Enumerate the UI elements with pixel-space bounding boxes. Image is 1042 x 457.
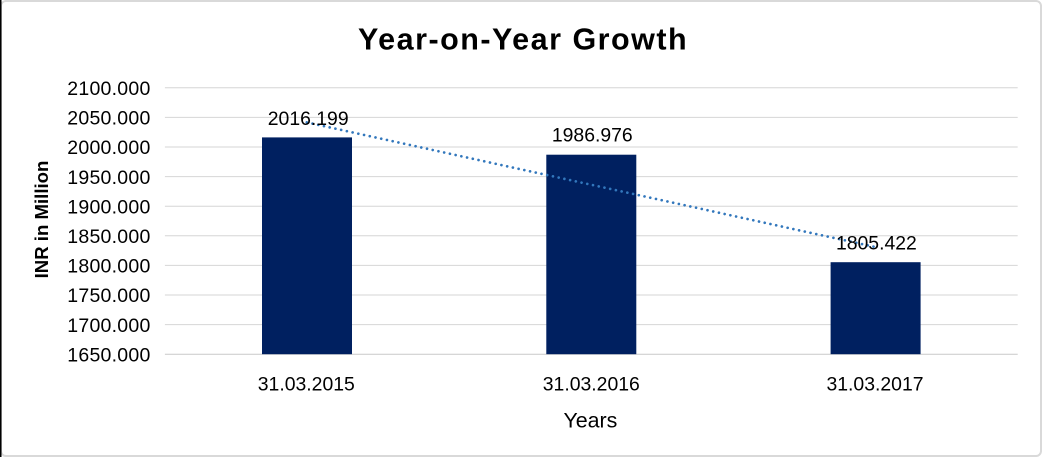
svg-text:1805.422: 1805.422 [836,232,917,254]
svg-text:INR in Million: INR in Million [31,161,52,279]
svg-text:31.03.2017: 31.03.2017 [826,374,923,396]
svg-text:2050.000: 2050.000 [67,108,150,130]
svg-text:1700.000: 1700.000 [67,315,150,337]
svg-text:1650.000: 1650.000 [67,344,150,366]
svg-text:2000.000: 2000.000 [67,137,150,159]
svg-text:Year-on-Year Growth: Year-on-Year Growth [358,23,688,57]
svg-text:1986.976: 1986.976 [552,124,633,146]
svg-text:31.03.2016: 31.03.2016 [543,374,640,396]
svg-text:1950.000: 1950.000 [67,167,150,189]
svg-text:31.03.2015: 31.03.2015 [258,374,355,396]
svg-text:2016.199: 2016.199 [268,108,349,130]
svg-text:1900.000: 1900.000 [67,196,150,218]
svg-text:Years: Years [563,409,617,433]
svg-text:1750.000: 1750.000 [67,285,150,307]
svg-text:1800.000: 1800.000 [67,256,150,278]
svg-text:2100.000: 2100.000 [67,78,150,100]
svg-text:1850.000: 1850.000 [67,226,150,248]
